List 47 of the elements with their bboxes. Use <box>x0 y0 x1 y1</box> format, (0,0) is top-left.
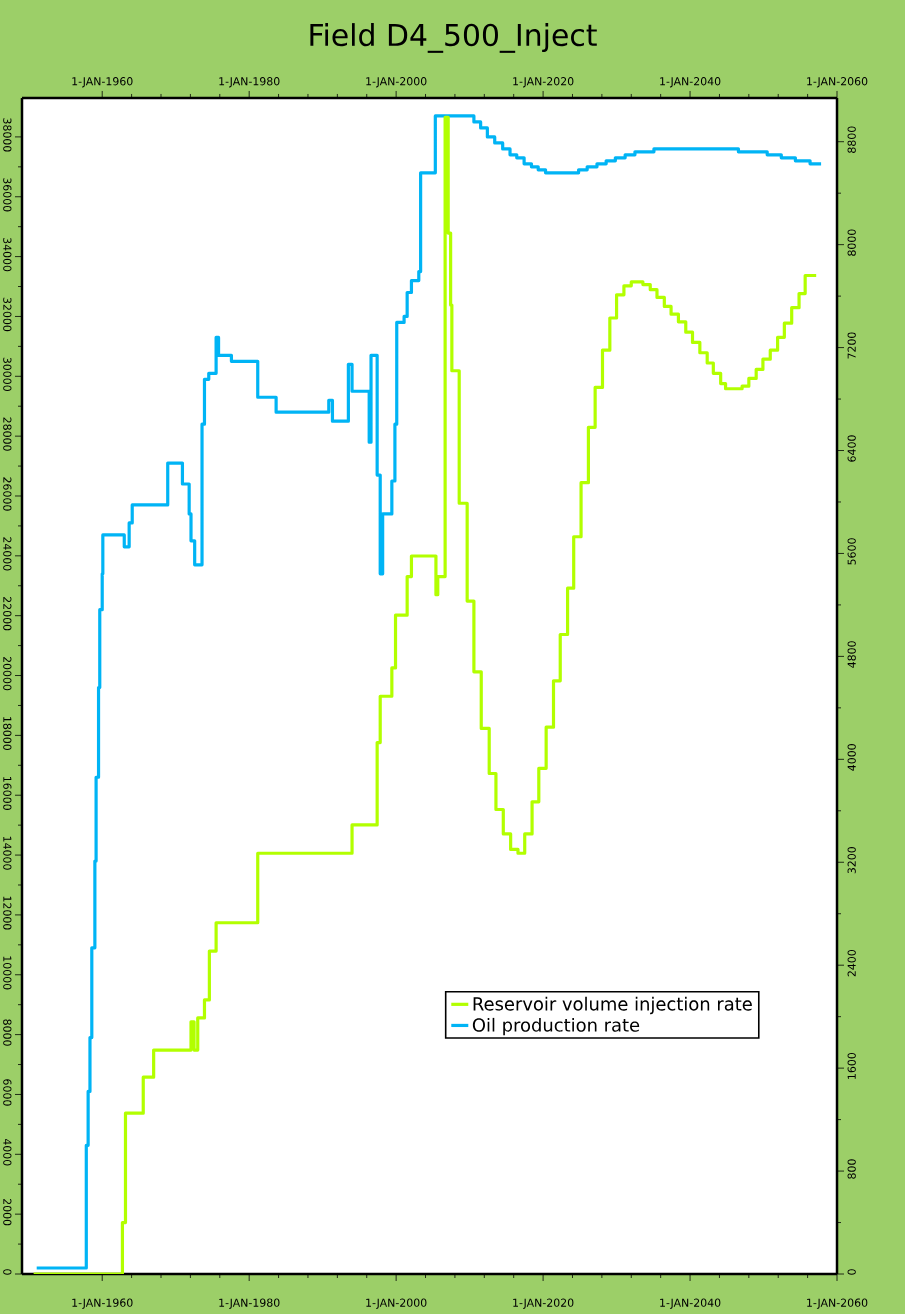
y-tick-label: 10000 <box>3 956 12 990</box>
y-tick-label: 36000 <box>3 178 12 212</box>
x2-tick-label: 1-JAN-2020 <box>513 1298 574 1309</box>
y-tick-label: 8000 <box>3 1019 12 1046</box>
x2-tick-label: 1-JAN-2040 <box>660 1298 721 1309</box>
y2-tick-label: 800 <box>847 1159 856 1179</box>
y2-tick-label: 4800 <box>847 641 856 668</box>
x-tick-label: 1-JAN-2020 <box>513 77 574 88</box>
x2-tick-label: 1-JAN-2060 <box>807 1298 868 1309</box>
y-tick-label: 26000 <box>3 477 12 511</box>
x2-tick-label: 1-JAN-1960 <box>72 1298 133 1309</box>
y-tick-label: 16000 <box>3 777 12 810</box>
y2-tick-label: 4000 <box>847 744 856 771</box>
x-tick-label: 1-JAN-1980 <box>219 77 280 88</box>
x-tick-label: 1-JAN-1960 <box>72 77 133 88</box>
y-tick-label: 22000 <box>3 597 12 631</box>
y-tick-label: 38000 <box>3 118 12 152</box>
y-tick-label: 32000 <box>3 297 12 332</box>
y-tick-label: 12000 <box>3 896 12 930</box>
x-tick-label: 1-JAN-2060 <box>807 77 868 88</box>
y-tick-label: 34000 <box>3 238 12 272</box>
y2-tick-label: 0 <box>847 1269 856 1275</box>
y-tick-label: 4000 <box>3 1138 12 1166</box>
y2-tick-label: 6400 <box>847 435 856 462</box>
legend-label: Reservoir volume injection rate <box>473 996 752 1015</box>
y2-tick-label: 3200 <box>847 847 856 874</box>
y2-tick-label: 5600 <box>847 538 856 565</box>
y2-tick-label: 7200 <box>847 332 856 359</box>
legend-label: Oil production rate <box>472 1017 640 1036</box>
y2-tick-label: 8000 <box>847 229 856 256</box>
y-tick-label: 18000 <box>3 717 12 751</box>
y-tick-label: 14000 <box>3 836 12 870</box>
x-tick-label: 1-JAN-2000 <box>366 77 427 88</box>
y-tick-label: 20000 <box>3 656 12 691</box>
y-tick-label: 6000 <box>3 1079 12 1106</box>
y-tick-label: 28000 <box>3 417 12 451</box>
y2-tick-label: 2400 <box>847 949 856 977</box>
y2-tick-label: 1600 <box>847 1052 856 1079</box>
x2-tick-label: 1-JAN-2000 <box>366 1298 427 1309</box>
y-tick-label: 0 <box>3 1269 12 1275</box>
y-tick-label: 2000 <box>3 1199 12 1226</box>
y-tick-label: 24000 <box>3 537 12 571</box>
x2-tick-label: 1-JAN-1980 <box>219 1298 280 1309</box>
chart-title: Field D4_500_Inject <box>310 23 597 53</box>
y2-tick-label: 8800 <box>847 126 856 153</box>
x-tick-label: 1-JAN-2040 <box>660 77 721 88</box>
y-tick-label: 30000 <box>3 357 12 391</box>
